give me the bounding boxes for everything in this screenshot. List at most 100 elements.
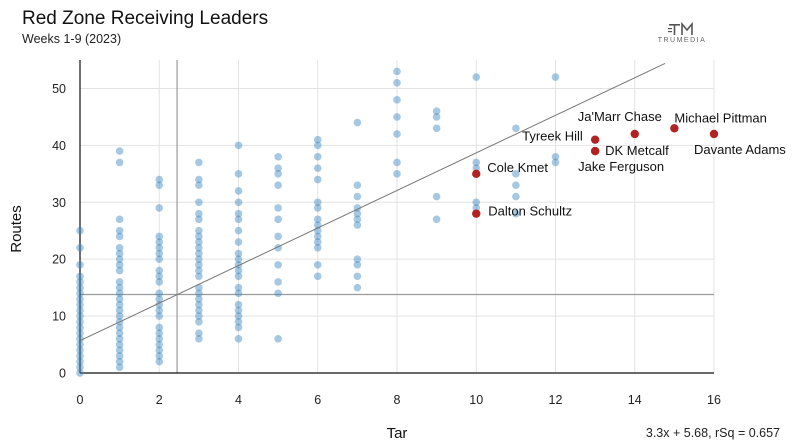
grid-lines	[79, 60, 715, 374]
scatter-point	[234, 317, 243, 326]
scatter-point	[155, 204, 164, 212]
scatter-point	[76, 352, 84, 360]
scatter-point	[234, 198, 243, 207]
y-tick-label: 0	[59, 367, 66, 381]
y-tick-label: 20	[52, 253, 66, 267]
x-tick-label: 12	[549, 393, 563, 407]
scatter-point	[195, 158, 203, 167]
scatter-point	[195, 312, 203, 320]
scatter-point	[432, 113, 441, 121]
x-tick-label: 0	[77, 393, 84, 407]
scatter-point	[155, 244, 164, 252]
trendline	[79, 62, 666, 342]
scatter-point	[353, 272, 362, 281]
scatter-point	[195, 226, 203, 235]
scatter-point	[353, 255, 362, 263]
scatter-point	[195, 232, 203, 241]
scatter-point	[155, 312, 164, 320]
scatter-point	[353, 181, 362, 189]
y-tick-label: 40	[52, 139, 66, 153]
scatter-point	[76, 312, 84, 320]
scatter-point	[313, 204, 322, 212]
scatter-point	[274, 215, 282, 224]
axis-labels: Tar Routes	[8, 205, 407, 442]
scatter-point	[76, 346, 84, 355]
scatter-point	[115, 266, 124, 275]
scatter-point	[551, 152, 560, 161]
scatter-point	[155, 323, 164, 332]
scatter-point	[313, 272, 322, 281]
scatter-point	[76, 335, 84, 343]
y-tick-label: 50	[52, 82, 66, 96]
x-axis-label: Tar	[387, 425, 408, 442]
scatter-point	[274, 204, 282, 212]
highlighted-point	[472, 169, 481, 179]
scatter-point	[313, 238, 322, 246]
scatter-point	[234, 323, 243, 332]
scatter-point	[472, 73, 481, 81]
scatter-point	[234, 289, 243, 298]
point-label: DK Metcalf	[605, 143, 669, 158]
scatter-point	[195, 266, 203, 275]
scatter-point	[393, 67, 401, 76]
point-label: Cole Kmet	[487, 160, 548, 175]
scatter-point	[353, 209, 362, 218]
scatter-point	[512, 170, 520, 178]
scatter-point	[115, 255, 124, 263]
highlighted-point	[630, 129, 639, 139]
scatter-point	[313, 232, 322, 241]
scatter-point	[432, 107, 441, 116]
highlighted-point	[590, 146, 600, 156]
scatter-point	[551, 158, 560, 167]
scatter-point	[115, 357, 124, 366]
scatter-point	[234, 255, 243, 263]
scatter-point	[432, 192, 441, 201]
scatter-point	[195, 249, 203, 258]
scatter-point	[234, 226, 243, 235]
scatter-point	[155, 357, 164, 366]
data-points	[76, 67, 560, 377]
scatter-point	[353, 261, 362, 269]
scatter-point	[115, 363, 124, 372]
scatter-point	[115, 249, 124, 258]
scatter-point	[432, 215, 441, 224]
scatter-point	[393, 170, 401, 178]
scatter-point	[353, 192, 362, 201]
scatter-point	[76, 244, 84, 252]
scatter-point	[115, 215, 124, 224]
scatter-point	[234, 215, 243, 224]
scatter-point	[234, 335, 243, 343]
scatter-point	[195, 272, 203, 281]
scatter-point	[195, 289, 203, 298]
scatter-point	[76, 357, 84, 366]
scatter-point	[195, 335, 203, 343]
scatter-point	[76, 283, 84, 292]
scatter-point	[155, 352, 164, 360]
scatter-point	[115, 300, 124, 309]
scatter-point	[274, 152, 282, 161]
scatter-point	[76, 340, 84, 349]
scatter-point	[313, 135, 322, 144]
scatter-point	[115, 335, 124, 343]
scatter-point	[274, 181, 282, 189]
scatter-point	[76, 272, 84, 281]
scatter-point	[313, 244, 322, 252]
y-tick-label: 10	[52, 310, 66, 324]
scatter-point	[234, 238, 243, 246]
scatter-point	[76, 226, 84, 235]
scatter-point	[393, 130, 401, 138]
y-tick-label: 30	[52, 196, 66, 210]
scatter-point	[195, 329, 203, 337]
scatter-point	[234, 306, 243, 315]
highlighted-points: Michael Pittman Davante Adams Ja'Marr Chas…	[472, 109, 786, 219]
scatter-point	[155, 300, 164, 309]
scatter-point	[115, 283, 124, 292]
reference-lines	[80, 60, 714, 373]
scatter-point	[76, 369, 84, 377]
scatter-point	[76, 300, 84, 309]
point-label: Ja'Marr Chase	[578, 109, 662, 124]
scatter-point	[155, 278, 164, 286]
brand-logo: TRUMEDIA	[652, 22, 712, 44]
scatter-point	[195, 198, 203, 207]
scatter-point	[432, 124, 441, 133]
